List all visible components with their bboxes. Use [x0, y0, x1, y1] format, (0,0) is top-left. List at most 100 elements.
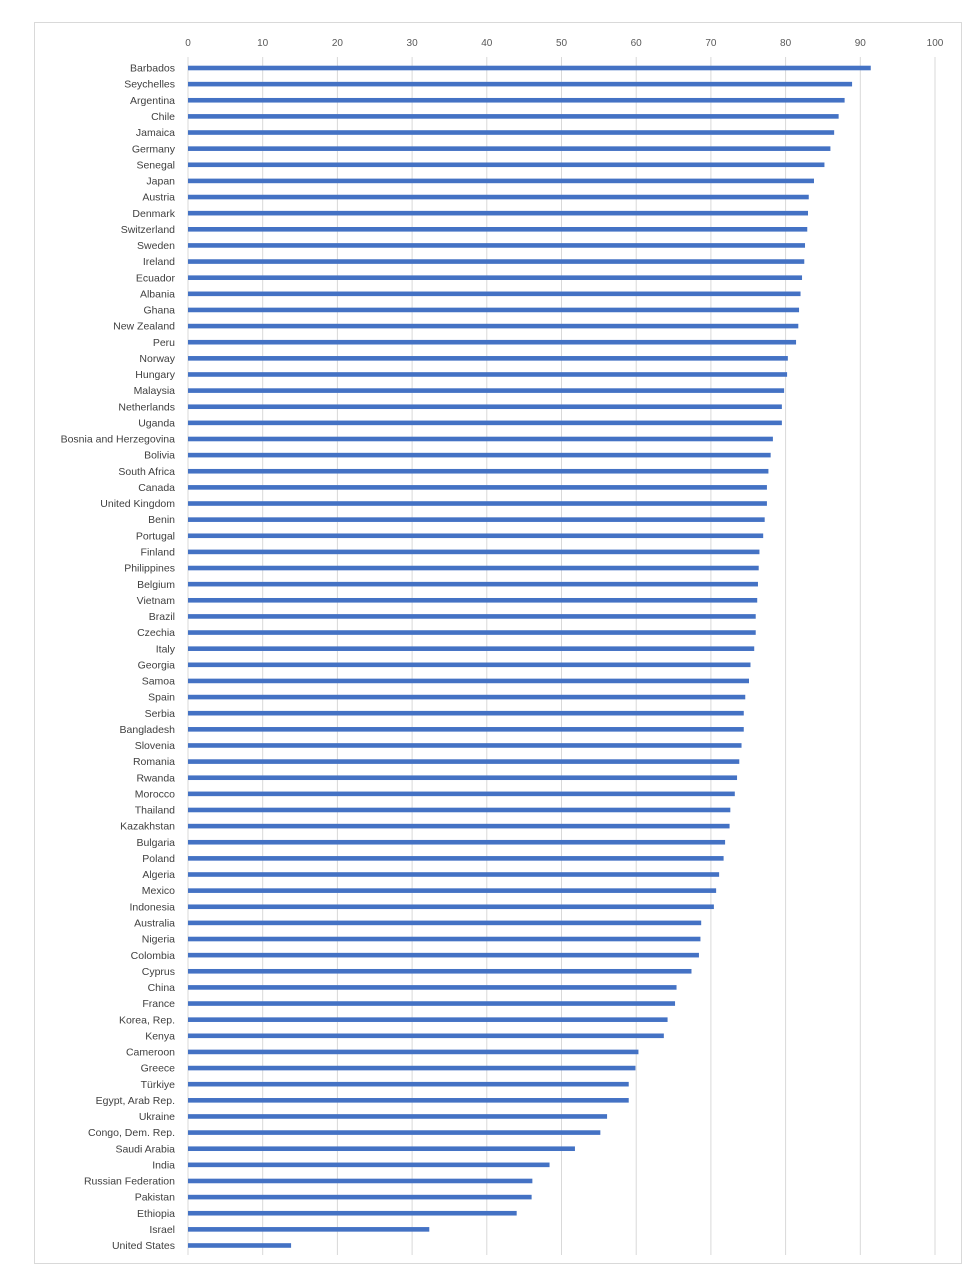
x-tick-label: 80 — [780, 38, 792, 49]
category-label: United Kingdom — [100, 498, 175, 510]
category-label: Egypt, Arab Rep. — [96, 1095, 175, 1107]
category-label: Türkiye — [141, 1079, 176, 1091]
bar — [188, 1162, 550, 1168]
bar — [188, 952, 699, 958]
bar — [188, 581, 758, 587]
bar — [188, 743, 742, 748]
bar — [188, 549, 760, 555]
bar — [188, 727, 744, 732]
bar — [188, 710, 744, 716]
bar — [188, 452, 771, 458]
bar — [188, 1017, 668, 1022]
category-label: Colombia — [131, 950, 176, 962]
x-tick-label: 70 — [705, 38, 717, 49]
bar — [188, 210, 809, 216]
category-label: Kazakhstan — [120, 821, 175, 833]
bar — [188, 162, 825, 168]
category-label: Thailand — [135, 805, 175, 817]
category-label: New Zealand — [113, 321, 175, 333]
bar — [188, 968, 692, 974]
category-label: Brazil — [149, 611, 175, 623]
bar — [188, 485, 767, 490]
category-label: Germany — [132, 143, 176, 155]
category-label: South Africa — [118, 466, 175, 478]
category-label: Slovenia — [135, 740, 175, 752]
bar — [188, 420, 782, 426]
category-label: Mexico — [142, 885, 175, 897]
bar — [188, 146, 831, 151]
category-label: Samoa — [142, 676, 175, 688]
bar — [188, 291, 801, 297]
bar — [188, 65, 871, 71]
bar — [188, 97, 845, 103]
category-label: Bolivia — [144, 450, 175, 462]
bar — [188, 1194, 532, 1200]
category-label: Cameroon — [126, 1047, 175, 1059]
bar — [188, 904, 714, 910]
bar — [188, 404, 782, 410]
bar — [188, 114, 839, 119]
bar — [188, 388, 785, 393]
bar — [188, 243, 806, 248]
category-label: Philippines — [124, 563, 175, 575]
category-label: Uganda — [138, 417, 175, 429]
category-label: Japan — [146, 176, 175, 188]
category-label: Benin — [148, 514, 175, 526]
bar — [188, 920, 702, 926]
category-label: Pakistan — [135, 1192, 175, 1204]
category-label: Seychelles — [124, 79, 175, 91]
category-label: Peru — [153, 337, 175, 349]
bar — [188, 1227, 430, 1232]
category-label: Ghana — [143, 305, 175, 317]
bar — [188, 227, 808, 232]
x-tick-label: 40 — [481, 38, 493, 49]
bar — [188, 130, 835, 135]
category-label: Australia — [134, 917, 175, 929]
category-label: Switzerland — [121, 224, 175, 236]
category-label: Nigeria — [142, 934, 175, 946]
bar — [188, 856, 724, 861]
category-label: Norway — [139, 353, 175, 365]
category-label: Indonesia — [129, 901, 175, 913]
chart-frame: 0 10 20 30 40 50 60 70 80 90 100 Barbados Seychelle… — [34, 22, 962, 1264]
category-label: Argentina — [130, 95, 175, 107]
bar — [188, 888, 717, 893]
category-label: Denmark — [132, 208, 175, 220]
category-label: Canada — [138, 482, 175, 494]
bar — [188, 1065, 636, 1071]
x-tick-label: 60 — [631, 38, 643, 49]
bar — [188, 759, 740, 764]
bar-chart: 0 10 20 30 40 50 60 70 80 90 100 Barbados Seychelle… — [61, 38, 944, 1255]
category-label: Korea, Rep. — [119, 1014, 175, 1026]
category-label: Czechia — [137, 627, 175, 639]
category-label: Cyprus — [142, 966, 175, 978]
x-tick-label: 20 — [332, 38, 344, 49]
bar — [188, 1130, 601, 1135]
category-label: France — [142, 998, 175, 1010]
bar — [188, 678, 749, 684]
x-tick-label: 10 — [257, 38, 269, 49]
bar — [188, 81, 853, 87]
x-tick-label: 30 — [407, 38, 419, 49]
bar — [188, 1049, 639, 1055]
category-label: Netherlands — [118, 401, 175, 413]
category-label: Senegal — [136, 159, 175, 171]
bar — [188, 356, 788, 361]
bar — [188, 872, 720, 877]
bar — [188, 259, 805, 264]
bar — [188, 823, 730, 829]
bar — [188, 1178, 533, 1184]
bar — [188, 533, 764, 539]
category-label: Israel — [149, 1224, 175, 1236]
category-label: Russian Federation — [84, 1176, 175, 1188]
category-label: Italy — [156, 643, 176, 655]
bar — [188, 323, 799, 329]
bar — [188, 501, 767, 506]
bar — [188, 775, 738, 781]
category-label: Georgia — [138, 659, 176, 671]
category-label: Albania — [140, 288, 175, 300]
x-tick-label: 50 — [556, 38, 568, 49]
bar — [188, 436, 773, 442]
category-label: Finland — [141, 547, 176, 559]
bar — [188, 1001, 676, 1006]
